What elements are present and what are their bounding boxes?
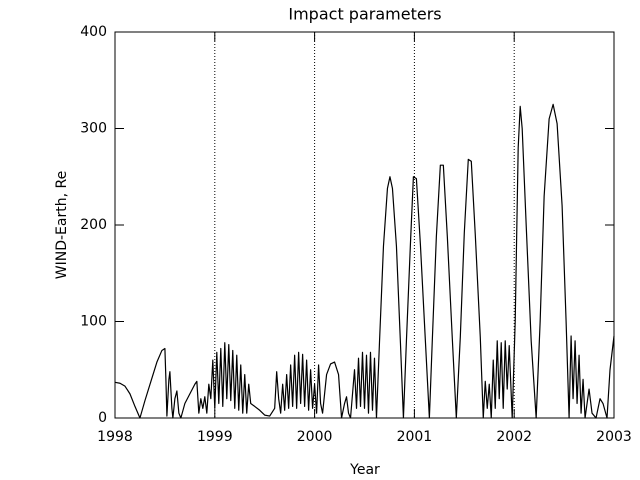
x-axis-label: Year [349, 462, 380, 478]
x-tick-label: 1999 [197, 429, 233, 445]
x-tick-label: 2000 [297, 429, 333, 445]
x-tick-label: 1998 [97, 429, 133, 445]
y-tick-label: 200 [80, 217, 107, 233]
y-tick-label: 400 [80, 24, 107, 40]
x-tick-label: 2002 [496, 429, 532, 445]
data-line [114, 103, 615, 419]
chart-title: Impact parameters [288, 5, 441, 24]
y-tick-label: 300 [80, 121, 107, 137]
y-tick-label: 0 [98, 410, 107, 426]
x-tick-label: 2001 [397, 429, 433, 445]
x-tick-label: 2003 [596, 429, 632, 445]
y-tick-label: 100 [80, 314, 107, 330]
y-axis-label: WIND-Earth, Re [54, 171, 70, 279]
